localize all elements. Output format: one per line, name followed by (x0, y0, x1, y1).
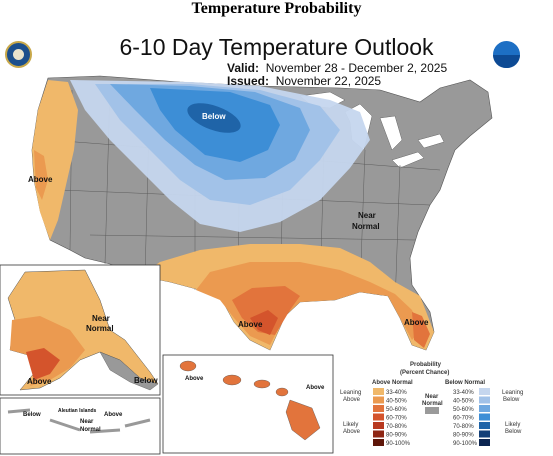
legend-above-swatch-4 (373, 422, 384, 429)
legend-above-label-3: 60-70% (386, 416, 407, 422)
label-above-florida: Above (404, 318, 429, 327)
legend-above-label-6: 90-100% (386, 441, 411, 447)
below-70-80-area (187, 103, 241, 133)
legend-above-label-0: 33-40% (386, 390, 407, 396)
legend-left-label-3: Likely (343, 422, 358, 428)
above-south-50-60-area (232, 286, 300, 335)
issued-value: November 22, 2025 (275, 74, 382, 88)
legend-above-swatch-5 (373, 430, 384, 438)
legend-below-label-0: 33-40% (453, 390, 474, 396)
legend-above-label-4: 70-80% (386, 424, 407, 430)
legend-left-label-2: Above (343, 397, 361, 403)
legend-below-swatch-6 (479, 439, 490, 446)
legend-below-swatch-2 (479, 405, 490, 412)
label-near-normal-alaska-1: Near (92, 314, 110, 323)
doc-seal-icon (5, 41, 32, 68)
legend-below-label-2: 50-60% (453, 407, 474, 413)
legend: Probability (Percent Chance) Above Norma… (340, 362, 523, 447)
legend-below-bins: 33-40% 40-50% 50-60% 60-70% 70-80% 80-90% 90-1… (453, 388, 490, 447)
legend-above-swatch-0 (373, 388, 384, 395)
label-above-hawaii-east: Above (306, 385, 325, 391)
legend-below-label-1: 40-50% (453, 399, 474, 405)
above-west-40-50-area (34, 150, 48, 200)
legend-below-label-6: 90-100% (453, 441, 478, 447)
legend-right-label-3: Likely (505, 422, 520, 428)
label-above-alaska: Above (27, 377, 52, 386)
valid-value: November 28 - December 2, 2025 (265, 61, 448, 75)
map-title: 6-10 Day Temperature Outlook (119, 34, 434, 60)
legend-above-label-5: 80-90% (386, 433, 407, 439)
label-above-aleutian: Above (104, 412, 123, 418)
legend-below-swatch-1 (479, 396, 490, 404)
legend-left-label-1: Leaning (340, 390, 361, 396)
legend-right-label-2: Below (503, 397, 520, 403)
legend-left-label-4: Above (343, 429, 361, 435)
legend-near-header-2: Normal (422, 401, 443, 407)
issued-line: Issued: November 22, 2025 (227, 74, 381, 88)
legend-above-swatch-6 (373, 439, 384, 446)
above-south-60-70-area (250, 310, 278, 335)
legend-below-swatch-5 (479, 430, 490, 438)
aleutian-inset-frame (0, 397, 161, 455)
legend-near-swatch (425, 407, 439, 414)
legend-near-header-1: Near (425, 394, 439, 400)
label-below-aleutian: Below (23, 412, 41, 418)
alaska-above-60-70-area (26, 348, 60, 380)
legend-title-2: (Percent Chance) (400, 370, 449, 376)
label-near-normal-alaska-2: Normal (86, 324, 114, 333)
label-above-hawaii-west: Above (185, 376, 204, 382)
legend-above-header: Above Normal (372, 380, 413, 386)
legend-above-label-1: 40-50% (386, 399, 407, 405)
legend-below-label-4: 70-80% (453, 424, 474, 430)
legend-above-swatch-3 (373, 413, 384, 421)
legend-below-label-5: 80-90% (453, 433, 474, 439)
valid-label: Valid: (227, 61, 260, 75)
label-near-normal-east-2: Normal (352, 222, 380, 231)
legend-below-swatch-4 (479, 422, 490, 429)
legend-below-swatch-0 (479, 388, 490, 395)
legend-above-bins: 33-40% 40-50% 50-60% 60-70% 70-80% 80-90% 90-1… (373, 388, 411, 447)
valid-line: Valid: November 28 - December 2, 2025 (227, 61, 447, 75)
above-west-33-40-area (32, 80, 78, 240)
legend-below-swatch-3 (479, 413, 490, 421)
legend-title-1: Probability (410, 362, 442, 368)
label-above-west: Above (28, 175, 53, 184)
legend-above-swatch-1 (373, 396, 384, 404)
legend-below-label-3: 60-70% (453, 416, 474, 422)
alaska-se-gray-area (99, 351, 159, 391)
header-title: Temperature Probability (191, 0, 362, 17)
above-florida-area (412, 312, 430, 348)
label-above-texas: Above (238, 320, 263, 329)
label-below-north: Below (202, 112, 226, 121)
label-near-normal-aleutian-1: Near (80, 419, 94, 425)
legend-right-label-4: Below (505, 429, 522, 435)
legend-right-label-1: Leaning (502, 390, 523, 396)
label-near-normal-east-1: Near (358, 211, 376, 220)
hawaii-islands (179, 360, 321, 441)
legend-above-label-2: 50-60% (386, 407, 407, 413)
legend-above-swatch-2 (373, 405, 384, 412)
noaa-logo-icon (493, 41, 520, 68)
aleutian-chain (7, 408, 151, 434)
issued-label: Issued: (227, 74, 270, 88)
label-aleutian-islands: Aleutian Islands (58, 408, 97, 414)
label-near-normal-aleutian-2: Normal (80, 427, 101, 433)
legend-below-header: Below Normal (445, 380, 485, 386)
label-below-alaska-se: Below (134, 376, 158, 385)
